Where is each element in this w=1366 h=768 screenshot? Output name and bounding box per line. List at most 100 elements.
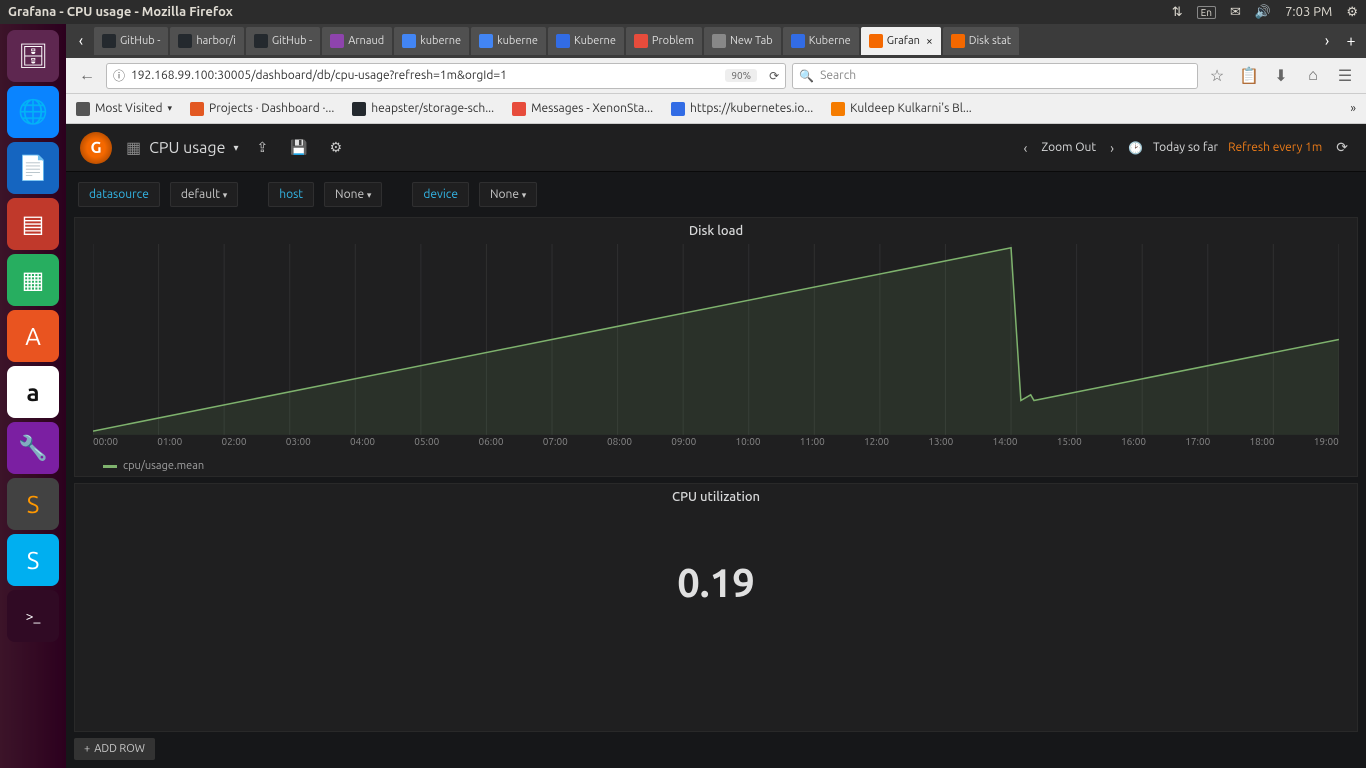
bookmark-item[interactable]: Messages - XenonSta... <box>512 102 653 116</box>
url-field[interactable]: ⓘ 192.168.99.100:30005/dashboard/db/cpu-… <box>106 63 786 89</box>
panel-title: CPU utilization <box>672 484 760 510</box>
bookmark-label: Kuldeep Kulkarni's Bl... <box>850 102 972 115</box>
new-tab-button[interactable]: + <box>1340 30 1362 52</box>
refresh-interval[interactable]: Refresh every 1m <box>1228 141 1322 154</box>
launcher-terminal[interactable]: >_ <box>7 590 59 642</box>
clipboard-icon[interactable]: 📋 <box>1236 63 1262 89</box>
menu-icon[interactable]: ☰ <box>1332 63 1358 89</box>
x-tick-label: 15:00 <box>1057 436 1082 452</box>
tab-label: Kuberne <box>809 35 851 47</box>
browser-tab[interactable]: kuberne <box>394 27 469 55</box>
favicon-icon <box>831 102 845 116</box>
var-select-datasource[interactable]: default ▾ <box>170 182 238 207</box>
tab-label: Arnaud <box>348 35 384 47</box>
favicon-icon <box>254 34 268 48</box>
launcher-software[interactable]: A <box>7 310 59 362</box>
close-icon[interactable]: × <box>926 35 933 48</box>
x-tick-label: 12:00 <box>864 436 889 452</box>
browser-tab[interactable]: Disk stat <box>943 27 1019 55</box>
dashboard-picker[interactable]: ▦ CPU usage ▾ <box>126 138 238 157</box>
grafana-logo-icon[interactable]: G <box>80 132 112 164</box>
bookmark-item[interactable]: heapster/storage-sch... <box>352 102 494 116</box>
zoom-badge[interactable]: 90% <box>725 69 757 82</box>
network-icon[interactable]: ⇅ <box>1172 5 1183 20</box>
dashboard-title: CPU usage <box>149 139 225 157</box>
favicon-icon <box>951 34 965 48</box>
browser-tab[interactable]: Arnaud <box>322 27 392 55</box>
var-label-datasource: datasource <box>78 182 160 207</box>
bookmark-item[interactable]: Kuldeep Kulkarni's Bl... <box>831 102 972 116</box>
back-button[interactable]: ← <box>74 63 100 89</box>
browser-tab[interactable]: GitHub - <box>94 27 168 55</box>
tab-label: kuberne <box>497 35 538 47</box>
launcher-calc[interactable]: ▦ <box>7 254 59 306</box>
zoom-out-button[interactable]: Zoom Out <box>1041 141 1096 154</box>
launcher-skype[interactable]: S <box>7 534 59 586</box>
browser-tab[interactable]: New Tab <box>704 27 781 55</box>
favicon-icon <box>512 102 526 116</box>
browser-tab[interactable]: harbor/i <box>170 27 243 55</box>
launcher-sublime[interactable]: S <box>7 478 59 530</box>
time-range-label[interactable]: Today so far <box>1153 141 1218 154</box>
launcher-firefox[interactable]: 🌐 <box>7 86 59 138</box>
browser-tab[interactable]: kuberne <box>471 27 546 55</box>
search-field[interactable]: 🔍 Search <box>792 63 1198 89</box>
launcher-writer[interactable]: 📄 <box>7 142 59 194</box>
launcher-amazon[interactable]: a <box>7 366 59 418</box>
time-next-icon[interactable]: › <box>1106 140 1118 156</box>
mail-icon[interactable]: ✉ <box>1230 5 1241 20</box>
browser-tab[interactable]: Kuberne <box>783 27 859 55</box>
info-icon[interactable]: ⓘ <box>113 67 125 84</box>
x-tick-label: 02:00 <box>222 436 247 452</box>
template-vars: datasource default ▾ host None ▾ device … <box>66 172 1366 217</box>
home-icon[interactable]: ⌂ <box>1300 63 1326 89</box>
bookmark-icon[interactable]: ☆ <box>1204 63 1230 89</box>
bookmarks-overflow[interactable]: » <box>1350 102 1356 115</box>
browser-tab[interactable]: Kuberne <box>548 27 624 55</box>
tab-scroll-right[interactable]: › <box>1316 30 1338 52</box>
tab-label: Problem <box>652 35 694 47</box>
tab-label: kuberne <box>420 35 461 47</box>
x-axis: 00:0001:0002:0003:0004:0005:0006:0007:00… <box>93 436 1339 452</box>
window-title: Grafana - CPU usage - Mozilla Firefox <box>8 5 1172 19</box>
bookmark-item[interactable]: Most Visited ▾ <box>76 102 172 116</box>
browser-tab[interactable]: GitHub - <box>246 27 320 55</box>
clock[interactable]: 7:03 PM <box>1285 5 1332 19</box>
favicon-icon <box>102 34 116 48</box>
reload-icon[interactable]: ⟳ <box>769 69 779 83</box>
browser-tab[interactable]: Problem <box>626 27 702 55</box>
panel-cpu-util[interactable]: CPU utilization 0.19 <box>74 483 1358 732</box>
favicon-icon <box>178 34 192 48</box>
var-label-device: device <box>412 182 469 207</box>
add-row-button[interactable]: + ADD ROW <box>74 738 155 760</box>
save-icon[interactable]: 💾 <box>286 135 311 160</box>
share-icon[interactable]: ⇪ <box>252 135 272 160</box>
settings-icon[interactable]: ⚙ <box>326 135 347 160</box>
stat-value: 0.19 <box>677 560 755 605</box>
x-tick-label: 18:00 <box>1250 436 1275 452</box>
var-select-host[interactable]: None ▾ <box>324 182 382 207</box>
url-toolbar: ← ⓘ 192.168.99.100:30005/dashboard/db/cp… <box>66 58 1366 94</box>
var-select-device[interactable]: None ▾ <box>479 182 537 207</box>
time-prev-icon[interactable]: ‹ <box>1019 140 1031 156</box>
url-text: 192.168.99.100:30005/dashboard/db/cpu-us… <box>131 69 719 82</box>
panel-disk-load[interactable]: Disk load 00:0001:0002:0003:0004:0005:00… <box>74 217 1358 477</box>
lang-indicator[interactable]: En <box>1197 6 1216 19</box>
tab-scroll-left[interactable]: ‹ <box>70 30 92 52</box>
downloads-icon[interactable]: ⬇ <box>1268 63 1294 89</box>
gear-icon[interactable]: ⚙ <box>1346 5 1358 20</box>
tab-label: harbor/i <box>196 35 235 47</box>
refresh-icon[interactable]: ⟳ <box>1332 139 1352 156</box>
browser-tab[interactable]: Grafan × <box>861 27 941 55</box>
x-tick-label: 14:00 <box>993 436 1018 452</box>
volume-icon[interactable]: 🔊 <box>1255 5 1271 20</box>
launcher-impress[interactable]: ▤ <box>7 198 59 250</box>
dashboard-icon: ▦ <box>126 138 141 157</box>
launcher-settings[interactable]: 🔧 <box>7 422 59 474</box>
launcher-files[interactable]: 🗄 <box>7 30 59 82</box>
bookmark-label: Most Visited <box>95 102 163 115</box>
tab-label: Grafan <box>887 35 920 47</box>
bookmark-item[interactable]: https://kubernetes.io... <box>671 102 813 116</box>
firefox-window: ‹ GitHub - harbor/i GitHub - Arnaud kuberne k… <box>66 24 1366 768</box>
bookmark-item[interactable]: Projects · Dashboard ·... <box>190 102 334 116</box>
